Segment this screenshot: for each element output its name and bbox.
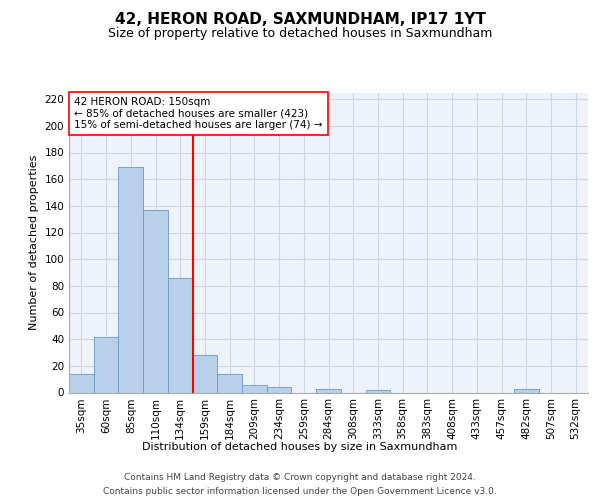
Bar [316,388,341,392]
Bar [217,374,242,392]
Text: Contains HM Land Registry data © Crown copyright and database right 2024.: Contains HM Land Registry data © Crown c… [124,472,476,482]
Bar [193,355,217,393]
Text: 42 HERON ROAD: 150sqm
← 85% of detached houses are smaller (423)
15% of semi-det: 42 HERON ROAD: 150sqm ← 85% of detached … [74,97,323,130]
Text: Distribution of detached houses by size in Saxmundham: Distribution of detached houses by size … [142,442,458,452]
Bar [365,390,390,392]
Text: Contains public sector information licensed under the Open Government Licence v3: Contains public sector information licen… [103,488,497,496]
Bar [267,387,292,392]
Y-axis label: Number of detached properties: Number of detached properties [29,155,39,330]
Bar [118,167,143,392]
Bar [168,278,193,392]
Bar [143,210,168,392]
Bar [242,384,267,392]
Bar [69,374,94,392]
Text: Size of property relative to detached houses in Saxmundham: Size of property relative to detached ho… [108,28,492,40]
Text: 42, HERON ROAD, SAXMUNDHAM, IP17 1YT: 42, HERON ROAD, SAXMUNDHAM, IP17 1YT [115,12,485,28]
Bar [514,388,539,392]
Bar [94,336,118,392]
